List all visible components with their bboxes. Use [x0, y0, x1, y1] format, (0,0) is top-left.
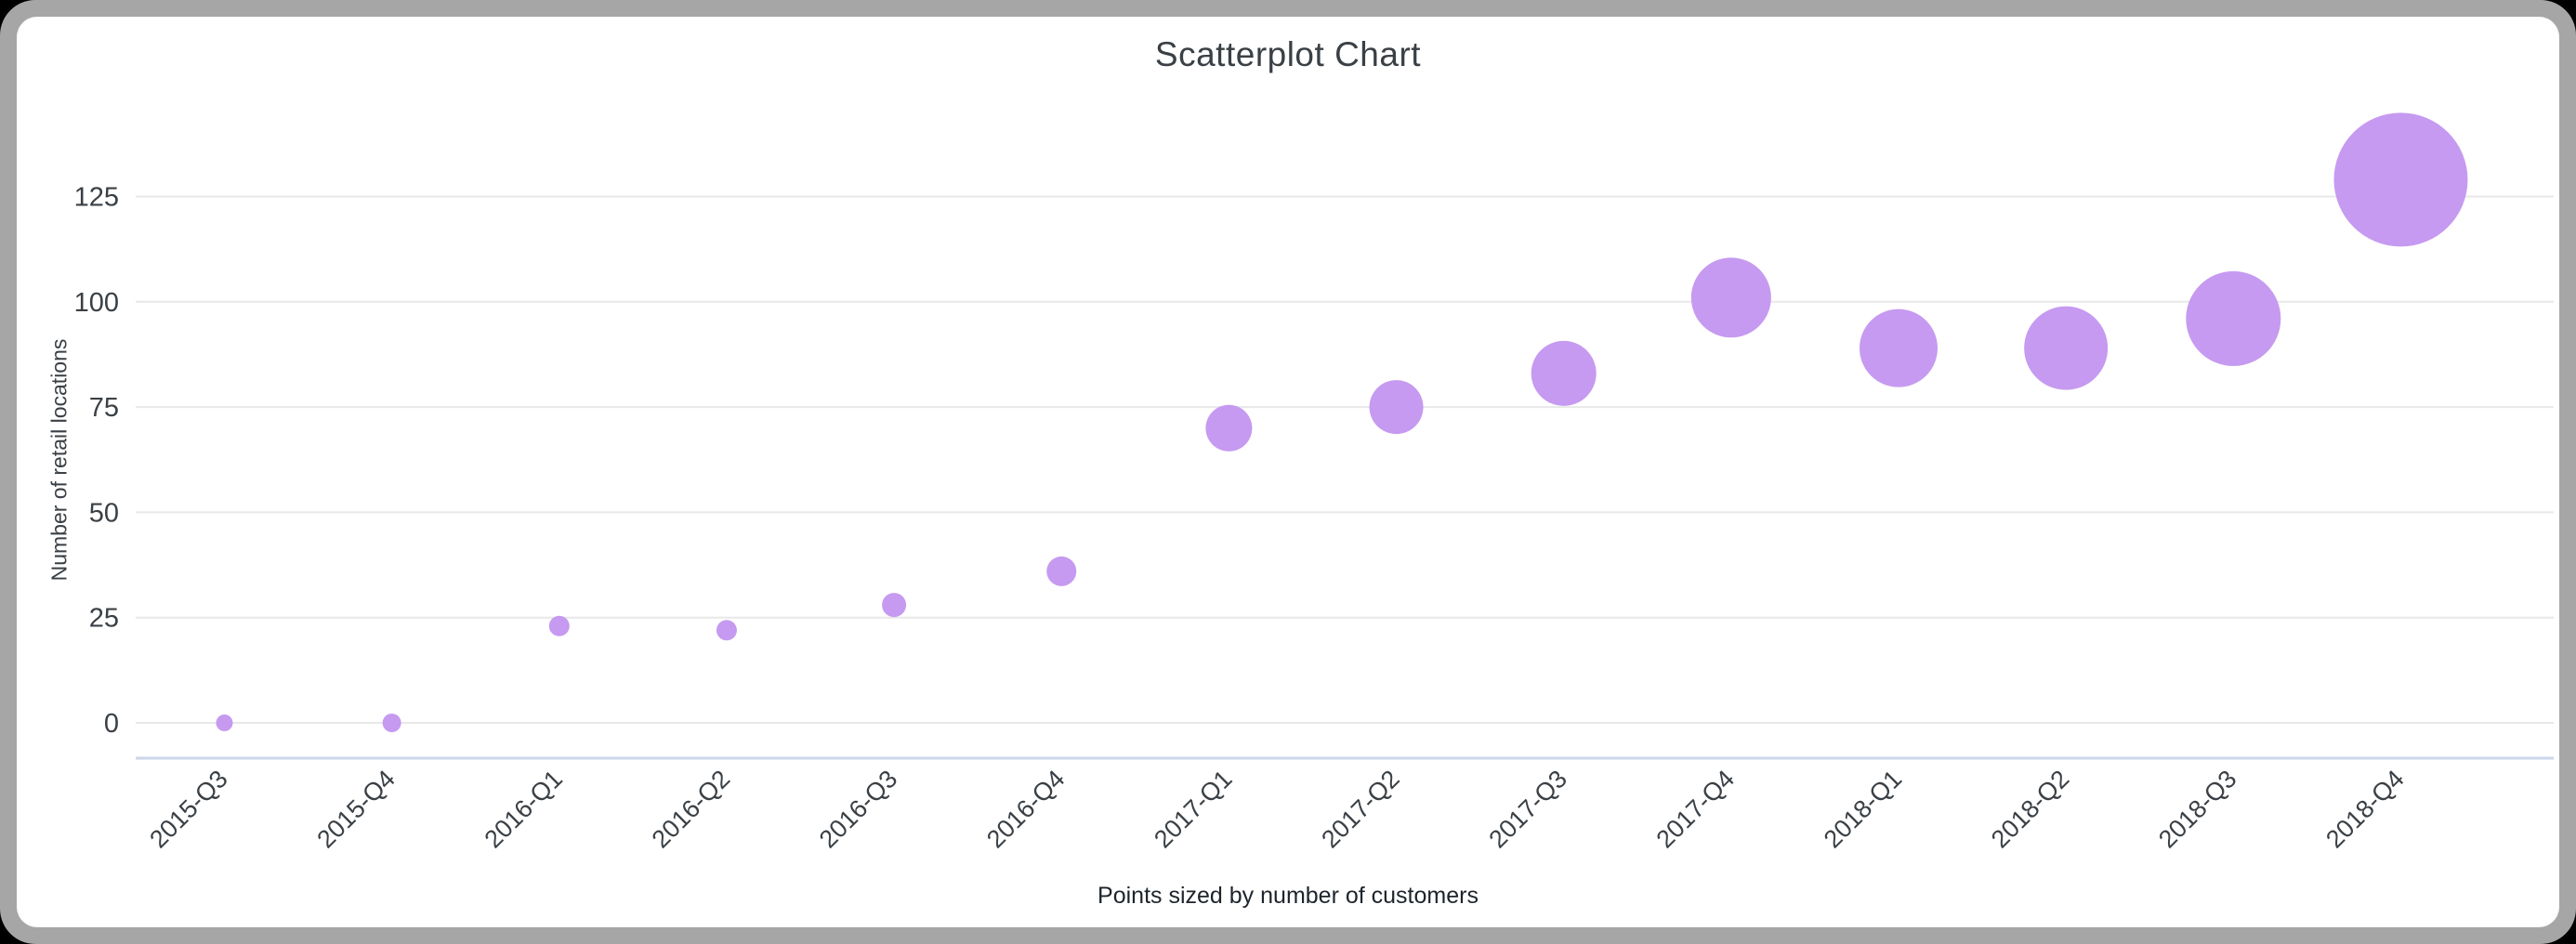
- chart-caption: Points sized by number of customers: [1097, 883, 1479, 909]
- data-point[interactable]: [548, 615, 570, 636]
- data-point[interactable]: [2333, 112, 2468, 247]
- data-point[interactable]: [1690, 257, 1771, 338]
- data-point[interactable]: [1531, 340, 1597, 406]
- data-point[interactable]: [2186, 270, 2281, 366]
- chart-card: [17, 17, 2559, 927]
- data-point[interactable]: [716, 620, 737, 641]
- data-point[interactable]: [216, 715, 233, 731]
- data-point[interactable]: [1369, 380, 1424, 435]
- data-point[interactable]: [882, 593, 907, 618]
- data-point[interactable]: [1205, 404, 1253, 452]
- data-point[interactable]: [2024, 306, 2109, 390]
- chart-title: Scatterplot Chart: [1154, 35, 1422, 73]
- data-point[interactable]: [1860, 308, 1938, 387]
- data-point[interactable]: [382, 714, 401, 732]
- data-point[interactable]: [1046, 556, 1077, 586]
- y-axis-title: Number of retail locations: [46, 338, 72, 582]
